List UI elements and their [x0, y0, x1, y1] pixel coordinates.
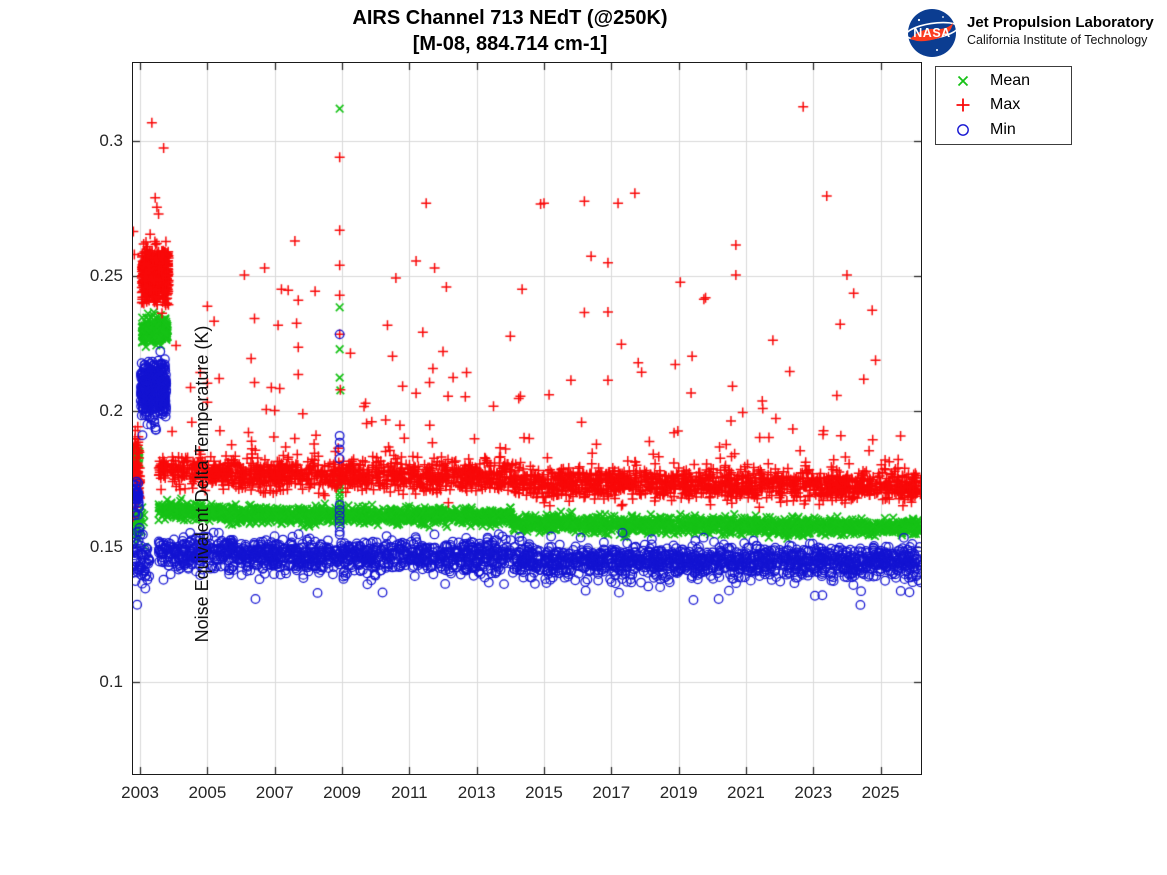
max-plus-marker-icon — [936, 96, 990, 114]
x-tick-label-2021: 2021 — [727, 783, 765, 802]
x-tick-label-2009: 2009 — [323, 783, 361, 802]
chart-title-block: AIRS Channel 713 NEdT (@250K) [M-08, 884… — [150, 5, 870, 57]
legend-label-max: Max — [990, 96, 1021, 114]
y-tick-label-0.2: 0.2 — [99, 401, 123, 421]
jpl-name: Jet Propulsion Laboratory — [967, 14, 1154, 31]
plot-area: Noise Equivalent Delta Temperature (K) 0… — [90, 62, 922, 802]
x-tick-label-2007: 2007 — [255, 783, 294, 802]
nasa-meatball-icon: NASA — [907, 9, 957, 57]
jpl-caltech: California Institute of Technology — [967, 33, 1148, 47]
chart-title: AIRS Channel 713 NEdT (@250K) — [352, 7, 668, 29]
y-tick-label-0.25: 0.25 — [89, 266, 123, 286]
x-tick-label-2003: 2003 — [121, 783, 159, 802]
y-axis-label: Noise Equivalent Delta Temperature (K) — [192, 325, 212, 643]
x-tick-label-2019: 2019 — [659, 783, 698, 802]
y-tick-label-0.15: 0.15 — [89, 536, 123, 556]
legend-label-mean: Mean — [990, 72, 1031, 90]
legend-label-min: Min — [990, 120, 1016, 138]
legend-item-min: Min — [936, 118, 1071, 142]
nasa-meatball-text: NASA — [913, 26, 950, 40]
y-tick-label-0.3: 0.3 — [99, 130, 123, 150]
legend-item-max: Max — [936, 93, 1071, 117]
x-tick-label-2011: 2011 — [391, 783, 428, 802]
x-tick-label-2005: 2005 — [188, 783, 227, 802]
x-tick-label-2025: 2025 — [861, 783, 900, 802]
y-tick-label-0.1: 0.1 — [99, 672, 123, 691]
mean-x-marker-icon — [936, 72, 990, 90]
jpl-logo: NASA Jet Propulsion Laboratory Californi… — [905, 6, 1167, 62]
plot-canvas — [133, 63, 921, 774]
legend: Mean Max Min — [935, 66, 1072, 145]
x-tick-label-2017: 2017 — [592, 783, 631, 802]
chart-subtitle: [M-08, 884.714 cm-1] — [412, 33, 608, 55]
x-tick-label-2013: 2013 — [457, 783, 496, 802]
min-circle-marker-icon — [936, 121, 990, 139]
x-tick-label-2023: 2023 — [794, 783, 833, 802]
jpl-text-block: Jet Propulsion Laboratory California Ins… — [967, 13, 1167, 48]
legend-item-mean: Mean — [936, 69, 1071, 93]
x-tick-label-2015: 2015 — [525, 783, 563, 802]
